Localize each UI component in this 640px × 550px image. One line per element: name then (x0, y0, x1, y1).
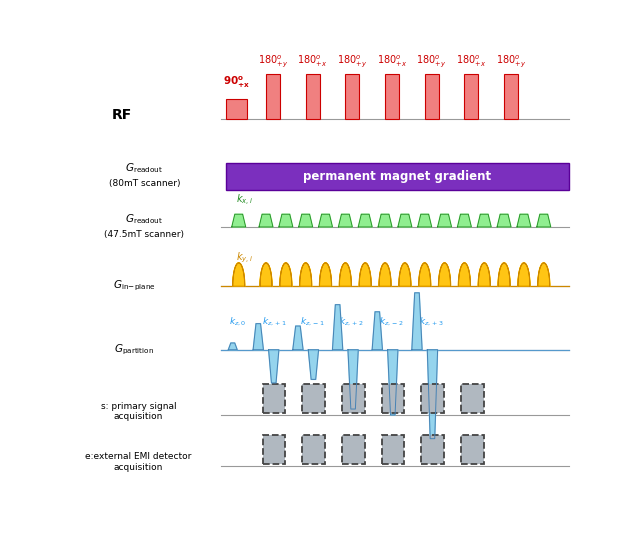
Bar (227, 98, 247, 119)
Polygon shape (260, 263, 272, 286)
Bar (425, 74, 438, 119)
Bar (302, 384, 325, 413)
Polygon shape (438, 263, 451, 286)
Polygon shape (372, 312, 383, 350)
Polygon shape (232, 214, 246, 227)
Text: $G_{\mathrm{in\!-\!plane}}$: $G_{\mathrm{in\!-\!plane}}$ (113, 279, 156, 293)
Polygon shape (418, 214, 431, 227)
Polygon shape (378, 214, 392, 227)
Text: $k_{z,+3}$: $k_{z,+3}$ (419, 316, 444, 328)
Polygon shape (398, 214, 412, 227)
Polygon shape (358, 214, 372, 227)
Polygon shape (228, 343, 237, 350)
Polygon shape (379, 263, 391, 286)
Polygon shape (538, 263, 550, 286)
Polygon shape (269, 350, 279, 383)
Polygon shape (300, 263, 312, 286)
Text: e:external EMI detector: e:external EMI detector (85, 453, 192, 461)
Polygon shape (299, 214, 312, 227)
Bar (381, 384, 404, 413)
Polygon shape (412, 293, 422, 350)
Text: $180^o_{+x}$: $180^o_{+x}$ (298, 54, 328, 69)
Text: acquisition: acquisition (114, 412, 163, 421)
Polygon shape (308, 350, 319, 380)
Text: $k_{z,-2}$: $k_{z,-2}$ (379, 316, 404, 328)
Polygon shape (517, 214, 531, 227)
Polygon shape (279, 214, 292, 227)
Text: s: primary signal: s: primary signal (100, 402, 177, 410)
Polygon shape (292, 326, 303, 350)
Bar (381, 435, 404, 464)
Text: $180^o_{+y}$: $180^o_{+y}$ (496, 53, 526, 69)
Bar (342, 384, 365, 413)
Bar (262, 384, 285, 413)
Text: $k_{x,i}$: $k_{x,i}$ (236, 193, 253, 208)
Text: $k_{z,+1}$: $k_{z,+1}$ (262, 316, 287, 328)
Polygon shape (319, 214, 332, 227)
Bar (227, 163, 568, 190)
Text: $k_{z,0}$: $k_{z,0}$ (229, 316, 246, 328)
Text: $k_{y,i}$: $k_{y,i}$ (236, 251, 253, 265)
Text: $k_{z,+2}$: $k_{z,+2}$ (339, 316, 364, 328)
Bar (465, 74, 478, 119)
Polygon shape (428, 350, 438, 439)
Polygon shape (359, 263, 371, 286)
Polygon shape (233, 263, 244, 286)
Bar (302, 435, 325, 464)
Polygon shape (477, 214, 491, 227)
Bar (385, 74, 399, 119)
Bar (504, 74, 518, 119)
Bar (342, 435, 365, 464)
Polygon shape (458, 214, 471, 227)
Text: permanent magnet gradient: permanent magnet gradient (303, 169, 492, 183)
Polygon shape (259, 214, 273, 227)
Text: $G_{\mathrm{partition}}$: $G_{\mathrm{partition}}$ (115, 343, 155, 357)
Bar (266, 74, 280, 119)
Bar (306, 74, 319, 119)
Text: $k_{z,-1}$: $k_{z,-1}$ (300, 316, 324, 328)
Polygon shape (339, 214, 352, 227)
Polygon shape (537, 214, 550, 227)
Text: $180^o_{+x}$: $180^o_{+x}$ (377, 54, 407, 69)
Text: $G_{\mathrm{readout}}$: $G_{\mathrm{readout}}$ (125, 162, 164, 175)
Polygon shape (458, 263, 470, 286)
Polygon shape (319, 263, 332, 286)
Text: $\mathbf{90^o_{+x}}$: $\mathbf{90^o_{+x}}$ (223, 75, 250, 90)
Polygon shape (388, 350, 398, 415)
Polygon shape (438, 214, 451, 227)
Text: $180^o_{+y}$: $180^o_{+y}$ (337, 53, 367, 69)
Polygon shape (419, 263, 431, 286)
Polygon shape (399, 263, 411, 286)
Text: RF: RF (112, 108, 132, 122)
Polygon shape (332, 305, 343, 350)
Text: acquisition: acquisition (114, 463, 163, 472)
Polygon shape (348, 350, 358, 409)
Text: $180^o_{+x}$: $180^o_{+x}$ (456, 54, 486, 69)
Text: $180^o_{+y}$: $180^o_{+y}$ (417, 53, 447, 69)
Text: $180^o_{+y}$: $180^o_{+y}$ (258, 53, 288, 69)
Bar (346, 74, 359, 119)
Text: $G_{\mathrm{readout}}$: $G_{\mathrm{readout}}$ (125, 212, 164, 226)
Text: (80mT scanner): (80mT scanner) (109, 179, 180, 188)
Text: (47.5mT scanner): (47.5mT scanner) (104, 230, 184, 239)
Polygon shape (497, 214, 511, 227)
Polygon shape (478, 263, 490, 286)
Bar (262, 435, 285, 464)
Bar (461, 435, 484, 464)
Bar (421, 384, 444, 413)
Polygon shape (498, 263, 510, 286)
Bar (461, 384, 484, 413)
Polygon shape (253, 323, 264, 350)
Polygon shape (339, 263, 351, 286)
Bar (421, 435, 444, 464)
Polygon shape (518, 263, 530, 286)
Polygon shape (280, 263, 292, 286)
